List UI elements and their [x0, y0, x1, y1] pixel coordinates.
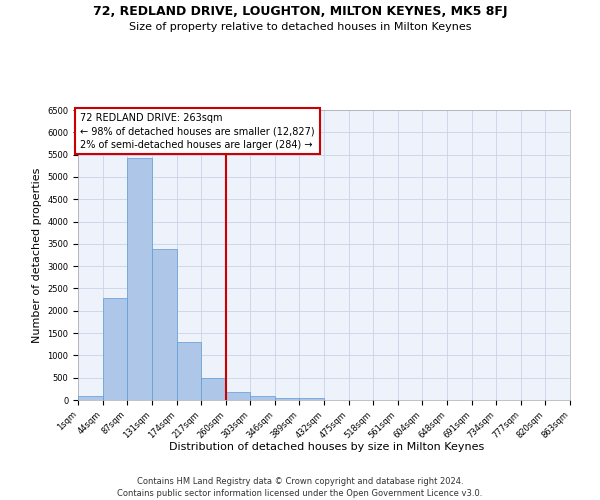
Bar	[103, 298, 127, 400]
Text: Distribution of detached houses by size in Milton Keynes: Distribution of detached houses by size …	[169, 442, 485, 452]
Bar	[226, 392, 250, 400]
Text: Size of property relative to detached houses in Milton Keynes: Size of property relative to detached ho…	[129, 22, 471, 32]
Bar	[127, 158, 152, 400]
Y-axis label: Number of detached properties: Number of detached properties	[32, 168, 41, 342]
Bar	[177, 342, 201, 400]
Bar	[201, 378, 226, 400]
Bar	[152, 249, 177, 400]
Text: Contains public sector information licensed under the Open Government Licence v3: Contains public sector information licen…	[118, 489, 482, 498]
Bar	[299, 398, 324, 400]
Text: Contains HM Land Registry data © Crown copyright and database right 2024.: Contains HM Land Registry data © Crown c…	[137, 478, 463, 486]
Bar	[275, 398, 299, 400]
Text: 72, REDLAND DRIVE, LOUGHTON, MILTON KEYNES, MK5 8FJ: 72, REDLAND DRIVE, LOUGHTON, MILTON KEYN…	[93, 5, 507, 18]
Bar	[250, 396, 275, 400]
Bar	[78, 396, 103, 400]
Text: 72 REDLAND DRIVE: 263sqm
← 98% of detached houses are smaller (12,827)
2% of sem: 72 REDLAND DRIVE: 263sqm ← 98% of detach…	[80, 113, 315, 150]
